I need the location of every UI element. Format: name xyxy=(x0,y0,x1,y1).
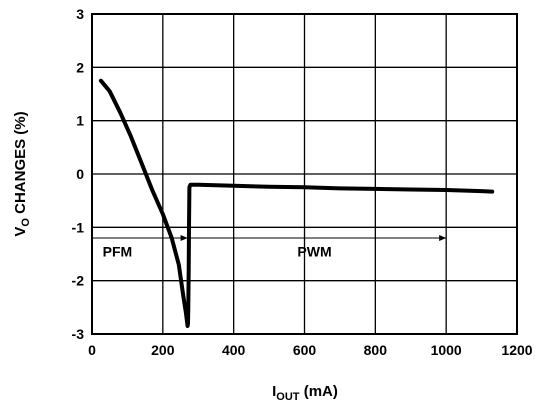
y-tick-label: -1 xyxy=(72,219,85,235)
y-tick-label: -2 xyxy=(72,273,85,289)
y-axis-title-rest: CHANGES (%) xyxy=(12,111,29,218)
annotation-pfm: PFM xyxy=(103,244,133,260)
x-tick-label: 0 xyxy=(88,342,96,358)
x-axis-title-sub: OUT xyxy=(276,391,300,403)
y-tick-label: -3 xyxy=(72,326,85,342)
y-axis-title: VO CHANGES (%) xyxy=(12,111,32,236)
y-axis-title-main: V xyxy=(12,227,29,237)
x-axis-title-main: I xyxy=(272,383,276,400)
x-tick-label: 1200 xyxy=(501,342,532,358)
y-tick-label: 2 xyxy=(76,59,84,75)
annotation-pwm: PWM xyxy=(297,244,331,260)
x-tick-label: 400 xyxy=(222,342,246,358)
y-tick-label: 3 xyxy=(76,6,84,22)
y-axis-title-sub: O xyxy=(20,218,32,227)
y-tick-label: 1 xyxy=(76,113,84,129)
x-axis-title-rest: (mA) xyxy=(300,383,338,400)
plot-frame xyxy=(91,13,518,335)
x-tick-label: 800 xyxy=(364,342,388,358)
mode-arrows xyxy=(92,235,447,241)
tick-labels: 0 200 400 600 800 1000 1200 3 2 1 0 -1 -2 -3 xyxy=(72,6,533,358)
series-line xyxy=(98,78,495,328)
x-tick-label: 200 xyxy=(151,342,175,358)
mode-arrowhead xyxy=(180,235,188,241)
x-tick-label: 1000 xyxy=(431,342,462,358)
x-tick-label: 600 xyxy=(293,342,317,358)
x-axis-title: IOUT (mA) xyxy=(272,383,338,403)
mode-arrowhead xyxy=(439,235,447,241)
annotations: PFM PWM xyxy=(103,244,332,260)
grid xyxy=(92,14,517,334)
y-tick-label: 0 xyxy=(76,166,84,182)
series-group xyxy=(98,78,495,328)
